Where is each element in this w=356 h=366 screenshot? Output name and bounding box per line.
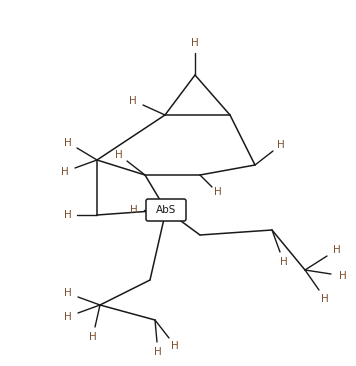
Text: H: H — [61, 167, 69, 177]
Text: H: H — [191, 38, 199, 48]
Text: H: H — [339, 271, 347, 281]
Text: H: H — [64, 138, 72, 147]
Text: H: H — [172, 341, 179, 351]
Text: H: H — [130, 205, 138, 215]
Text: H: H — [89, 332, 96, 342]
Text: H: H — [277, 140, 285, 150]
Text: H: H — [154, 347, 162, 357]
Text: AbS: AbS — [156, 205, 176, 215]
Text: H: H — [64, 210, 72, 220]
Text: H: H — [333, 245, 341, 255]
Text: H: H — [214, 187, 221, 197]
Text: H: H — [129, 96, 137, 105]
Text: H: H — [280, 257, 288, 267]
Text: H: H — [115, 150, 123, 160]
Text: H: H — [64, 288, 72, 298]
FancyBboxPatch shape — [146, 199, 186, 221]
Text: H: H — [64, 311, 72, 322]
Text: H: H — [321, 294, 329, 304]
